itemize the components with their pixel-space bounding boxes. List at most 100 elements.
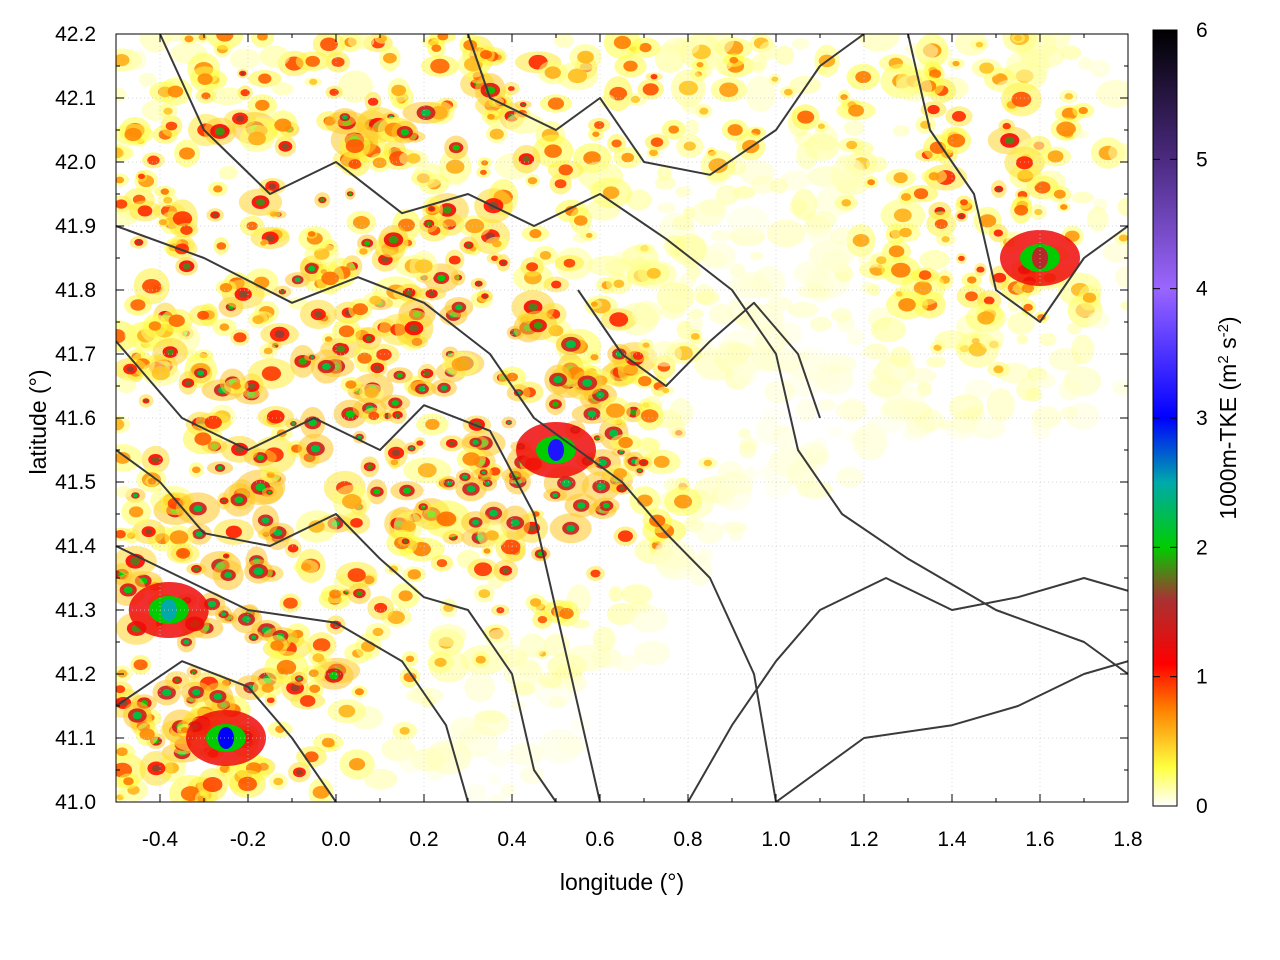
tke-cell-low (1031, 415, 1052, 440)
tke-cell-low (986, 388, 1015, 422)
tke-cell-low (1117, 197, 1128, 217)
tke-cell-mid (348, 758, 366, 771)
tke-cell-mid (158, 219, 167, 226)
tke-cell-mid (544, 144, 562, 158)
tke-cell-low (347, 34, 375, 49)
tke-cell-high (641, 460, 647, 465)
tke-cell-mid (567, 68, 588, 84)
tke-cell-high (400, 128, 409, 136)
tke-cell-mid (485, 530, 499, 541)
tke-cell-mid (673, 494, 693, 509)
tke-cell-mid (329, 589, 342, 599)
tke-cell-low (836, 466, 864, 489)
tke-cell-high (481, 470, 486, 474)
tke-cell-mid (947, 133, 966, 148)
tke-cell-high (501, 261, 506, 265)
tke-cell-high (437, 274, 446, 282)
tke-cell-low (519, 765, 544, 785)
tke-cell-high (193, 566, 200, 572)
tke-cell-mid (699, 107, 709, 115)
tke-cell-low (673, 38, 688, 53)
tke-cell-low (905, 367, 937, 384)
tke-cell-mid (642, 342, 650, 348)
terrain-contour-line (116, 660, 337, 802)
tke-cell-mid (913, 281, 932, 295)
tke-cell-high (253, 567, 264, 576)
tke-cell-low (816, 363, 854, 395)
tke-cell-low (721, 521, 748, 534)
tke-cell-low (1067, 322, 1082, 335)
tke-cell-high (281, 143, 289, 150)
y-tick-label: 41.8 (55, 279, 96, 302)
tke-cell-high (602, 502, 610, 509)
tke-cell-mid (527, 177, 538, 185)
tke-cell-mid (137, 205, 153, 217)
tke-cell-mid (116, 685, 126, 694)
tke-cell-mid (151, 366, 170, 381)
tke-cell-low (486, 749, 511, 767)
tke-cell-high (507, 421, 511, 424)
tke-cell-high (242, 615, 251, 623)
tke-cell-low (508, 742, 545, 766)
tke-cell-mid (526, 262, 539, 272)
tke-cell-low (791, 38, 810, 50)
tke-cell-high (448, 441, 455, 446)
tke-cell-high (192, 688, 201, 696)
tke-cell-high (345, 410, 355, 418)
tke-cell-mid (653, 455, 670, 468)
x-tick-label: -0.4 (142, 828, 179, 851)
colorbar-tick-label: 4 (1196, 278, 1208, 301)
tke-cell-high (366, 464, 373, 470)
tke-cell-mid (376, 348, 392, 361)
y-tick-label: 41.3 (55, 599, 96, 622)
tke-cell-mid (448, 255, 461, 265)
tke-cell-low (710, 229, 732, 242)
terrain-contour-line (907, 34, 1128, 323)
tke-cell-mid (312, 653, 325, 663)
tke-cell-mid (240, 89, 250, 97)
tke-cell-mid (929, 69, 942, 79)
tke-cell-mid (276, 659, 297, 675)
colorbar-tick-label: 5 (1196, 148, 1208, 171)
tke-cell-mid (160, 188, 170, 195)
tke-cell-high (629, 409, 637, 415)
tke-cell-mid (256, 34, 268, 41)
tke-cell-low (1033, 372, 1056, 389)
tke-cell-mid (1011, 91, 1032, 107)
colorbar-tick-label: 1 (1196, 666, 1208, 689)
terrain-contour-line (116, 545, 469, 802)
tke-cell-low (858, 34, 900, 52)
x-tick-label: 0.6 (585, 828, 614, 851)
tke-cell-low (682, 100, 702, 114)
tke-cell-mid (489, 128, 504, 140)
tke-cell-mid (213, 185, 223, 193)
tke-cell-mid (320, 37, 338, 52)
tke-cell-mid (116, 199, 128, 209)
colorbar-ticks: 0 1 2 3 4 5 6 (1153, 19, 1208, 818)
y-tick-label: 42.2 (55, 23, 96, 46)
tke-cell-low (696, 289, 720, 306)
tke-cell-mid (846, 140, 858, 150)
tke-cell-mid (642, 83, 659, 96)
tke-cell-mid (197, 73, 213, 85)
tke-cell-high (126, 366, 134, 372)
tke-cell-low (553, 34, 575, 48)
tke-cell-high (996, 187, 1002, 191)
tke-cell-mid (233, 332, 247, 343)
tke-cell-low (250, 34, 275, 48)
tke-cell-low (830, 226, 854, 245)
tke-cell-mid (539, 251, 552, 260)
tke-cell-mid (372, 157, 387, 169)
terrain-contour-line (577, 289, 821, 419)
tke-cell-low (911, 43, 939, 60)
tke-cell-high (455, 304, 463, 311)
tke-cell-high (587, 410, 597, 418)
tke-cell-mid (169, 530, 189, 545)
tke-cell-high (234, 496, 244, 504)
tke-cell-mid (191, 466, 201, 474)
tke-cell-mid (475, 655, 486, 664)
tke-cell-high (224, 572, 233, 579)
tke-cell-high (197, 370, 205, 376)
tke-cell-mid (283, 597, 298, 609)
y-tick-label: 41.5 (55, 471, 96, 494)
